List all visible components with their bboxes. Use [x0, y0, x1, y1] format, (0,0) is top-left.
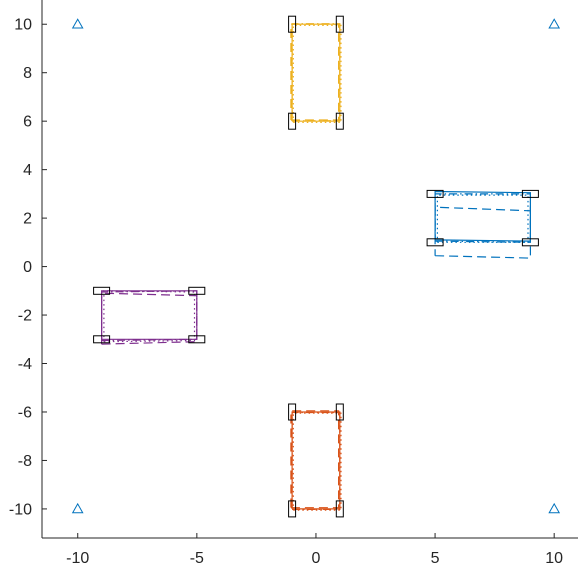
series-1-corner-marker-3 [288, 403, 297, 421]
series-3-corner-marker-1 [188, 335, 206, 344]
y-tick-label: -10 [9, 501, 32, 518]
x-tick-label: -5 [190, 550, 204, 565]
chart-marks [71, 15, 561, 518]
series-3-trajectory-dotted [103, 290, 196, 343]
series-0-trajectory-dashed [434, 206, 532, 259]
series-2-trajectory-solid [291, 23, 341, 122]
y-tick-label: 0 [23, 259, 32, 276]
y-tick-label: 4 [23, 162, 32, 179]
series-3-corner-marker-0 [93, 335, 111, 344]
series-3-corner-marker-2 [188, 286, 206, 295]
series-3-trajectory-solid [100, 290, 198, 340]
series-2-trajectory-dashdot [291, 23, 341, 122]
series-2-corner-marker-1 [335, 112, 344, 130]
y-tick-label: -2 [18, 308, 32, 325]
series-0-trajectory-dotted [436, 194, 529, 243]
axes: 10 8 6 4 2 0 -2 -4 -6 -8 -10 -10 -5 0 5 10 [9, 0, 578, 565]
series-1-trajectory-dashed [290, 410, 340, 509]
series-2-corner-marker-3 [288, 15, 297, 33]
y-tick-label: 2 [23, 211, 32, 228]
y-tick-label: -4 [18, 356, 32, 373]
series-3-trajectory-dashdot [100, 290, 198, 342]
series-2-corner-marker-2 [335, 15, 344, 33]
x-tick-label: -10 [66, 550, 89, 565]
anchor-triangle-marker-0 [71, 18, 84, 29]
series-3-corner-marker-3 [93, 286, 111, 295]
series-0-trajectory-dashdot [434, 193, 532, 243]
anchor-triangle-marker-3 [548, 502, 561, 514]
x-tick-label: 0 [312, 550, 321, 565]
series-0-corner-marker-3 [426, 189, 444, 198]
series-3-trajectory-dashed [100, 292, 198, 345]
series-1-trajectory-dotted [292, 412, 342, 511]
y-tick-label: 6 [23, 114, 32, 131]
series-1-corner-marker-0 [288, 500, 297, 518]
series-2-corner-marker-0 [288, 112, 297, 130]
y-tick-label: -8 [18, 453, 32, 470]
x-tick-label: 10 [545, 550, 563, 565]
x-tick-label: 5 [431, 550, 440, 565]
y-tick-label: 10 [14, 17, 32, 34]
series-0-corner-marker-0 [426, 238, 444, 247]
anchor-triangle-marker-1 [548, 18, 561, 29]
series-1-corner-marker-2 [335, 403, 344, 421]
series-1-corner-marker-1 [335, 500, 344, 518]
y-tick-label: 8 [23, 65, 32, 82]
series-0-corner-marker-1 [521, 238, 539, 247]
series-2-trajectory-dashed [290, 23, 340, 121]
series-0-trajectory-solid [434, 190, 532, 242]
series-1-trajectory-dashdot [291, 411, 341, 510]
y-tick-label: -6 [18, 404, 32, 421]
series-0-corner-marker-2 [521, 189, 539, 198]
series-2-trajectory-dotted [292, 24, 342, 124]
series-1-trajectory-solid [291, 411, 341, 510]
anchor-triangle-marker-2 [71, 502, 84, 514]
